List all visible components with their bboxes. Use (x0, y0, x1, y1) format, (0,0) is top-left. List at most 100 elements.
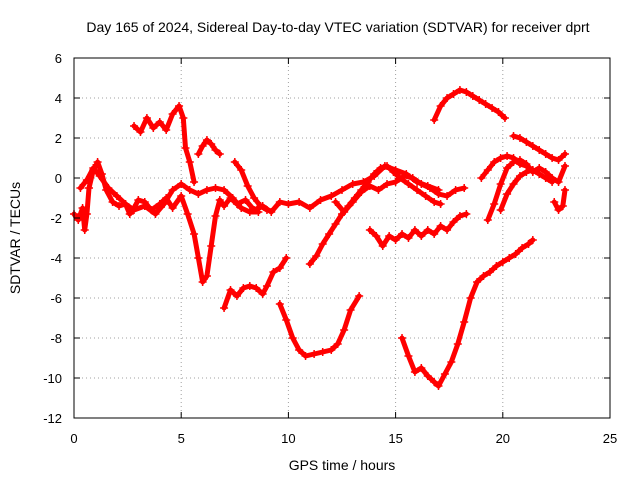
data-point (202, 272, 211, 280)
data-point (436, 222, 445, 230)
data-point (455, 86, 464, 94)
data-point (305, 204, 314, 212)
data-point (226, 286, 235, 294)
data-point (398, 230, 407, 238)
series-trace (71, 159, 441, 285)
data-point (500, 114, 509, 122)
data-series-16 (509, 132, 569, 164)
data-point (295, 198, 304, 206)
data-point (179, 114, 188, 122)
data-point (515, 160, 524, 168)
y-tick-label: -2 (50, 211, 62, 226)
x-tick-label: 25 (603, 431, 617, 446)
data-point (262, 282, 271, 290)
data-point (430, 116, 439, 124)
data-point (447, 358, 456, 366)
data-point (365, 182, 374, 190)
data-point (327, 192, 336, 200)
data-point (550, 198, 559, 206)
data-point (230, 158, 239, 166)
data-point (183, 210, 192, 218)
y-tick-label: 2 (55, 131, 62, 146)
data-point (151, 210, 160, 218)
data-point (104, 184, 113, 192)
data-point (258, 290, 267, 298)
data-point (462, 88, 471, 96)
plot-area (70, 86, 569, 390)
data-point (134, 196, 143, 204)
data-point (136, 128, 145, 136)
data-point (239, 284, 248, 292)
data-point (295, 346, 304, 354)
data-point (391, 178, 400, 186)
data-point (220, 186, 229, 194)
data-point (160, 200, 169, 208)
data-point (535, 146, 544, 154)
data-point (524, 240, 533, 248)
data-point (282, 316, 291, 324)
data-point (404, 180, 413, 188)
data-point (518, 244, 527, 252)
data-point (548, 178, 557, 186)
data-point (383, 162, 392, 170)
data-point (449, 218, 458, 226)
data-point (425, 184, 434, 192)
data-point (211, 184, 220, 192)
data-point (241, 196, 250, 204)
data-point (477, 174, 486, 182)
data-point (256, 202, 265, 210)
data-point (80, 226, 89, 234)
data-point (312, 252, 321, 260)
data-point (509, 154, 518, 162)
data-point (168, 204, 177, 212)
data-point (560, 150, 569, 158)
plot-frame (73, 57, 611, 419)
series-trace (77, 165, 261, 217)
data-point (282, 254, 291, 262)
data-point (554, 206, 563, 214)
data-point (115, 202, 124, 210)
data-point (436, 102, 445, 110)
data-point (492, 262, 501, 270)
data-point (202, 186, 211, 194)
data-point (121, 200, 130, 208)
data-point (460, 184, 469, 192)
data-point (528, 142, 537, 150)
data-point (423, 372, 432, 380)
data-point (82, 176, 91, 184)
data-point (168, 186, 177, 194)
data-point (370, 170, 379, 178)
data-point (436, 200, 445, 208)
data-point (541, 150, 550, 158)
data-point (142, 114, 151, 122)
data-point (108, 198, 117, 206)
data-point (288, 334, 297, 342)
data-point (485, 268, 494, 276)
data-point (475, 96, 484, 104)
data-point (391, 236, 400, 244)
series-trace (431, 87, 508, 123)
data-point (338, 186, 346, 194)
data-point (479, 272, 488, 280)
data-point (194, 150, 203, 158)
data-point (254, 208, 263, 216)
data-point (316, 196, 325, 204)
data-point (440, 370, 449, 378)
data-point (515, 134, 524, 142)
data-point (408, 174, 417, 182)
data-point (331, 220, 340, 228)
x-tick-label: 10 (281, 431, 295, 446)
data-point (89, 164, 98, 172)
series-trace (195, 137, 223, 157)
data-point (509, 132, 518, 140)
data-point (383, 180, 392, 188)
data-point (130, 206, 139, 214)
data-point (389, 168, 398, 176)
data-point (177, 192, 186, 200)
data-point (528, 166, 537, 174)
axis-ticks: 0 5 10 15 20 25 -12 -10 -8 -6 -4 -2 0 2 4 6 (43, 51, 617, 446)
data-point (488, 104, 497, 112)
x-tick-label: 5 (178, 431, 185, 446)
data-point (130, 122, 139, 130)
data-point (460, 318, 469, 326)
